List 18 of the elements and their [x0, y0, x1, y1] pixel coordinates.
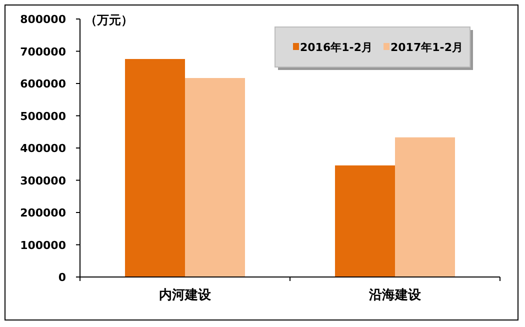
y-tick-label: 400000	[20, 142, 66, 155]
legend-label: 2017年1-2月	[390, 41, 463, 54]
y-tick-label: 500000	[20, 110, 66, 123]
y-tick-label: 100000	[20, 238, 66, 252]
y-tick-label: 0	[58, 271, 66, 284]
y-tick-label: 300000	[20, 174, 66, 188]
legend-label: 2016年1-2月	[300, 41, 372, 54]
bar	[185, 78, 245, 277]
y-tick-label: 800000	[20, 13, 66, 26]
y-tick-label: 200000	[20, 206, 66, 220]
y-tick-label: 600000	[20, 78, 66, 90]
bar	[125, 58, 185, 277]
x-tick-label: 内河建设	[159, 288, 212, 303]
y-tick-label: 700000	[20, 45, 66, 58]
y-axis-title: （万元）	[85, 13, 133, 27]
x-tick-label: 沿海建设	[368, 288, 422, 303]
bar	[395, 137, 455, 277]
bar	[335, 165, 395, 277]
